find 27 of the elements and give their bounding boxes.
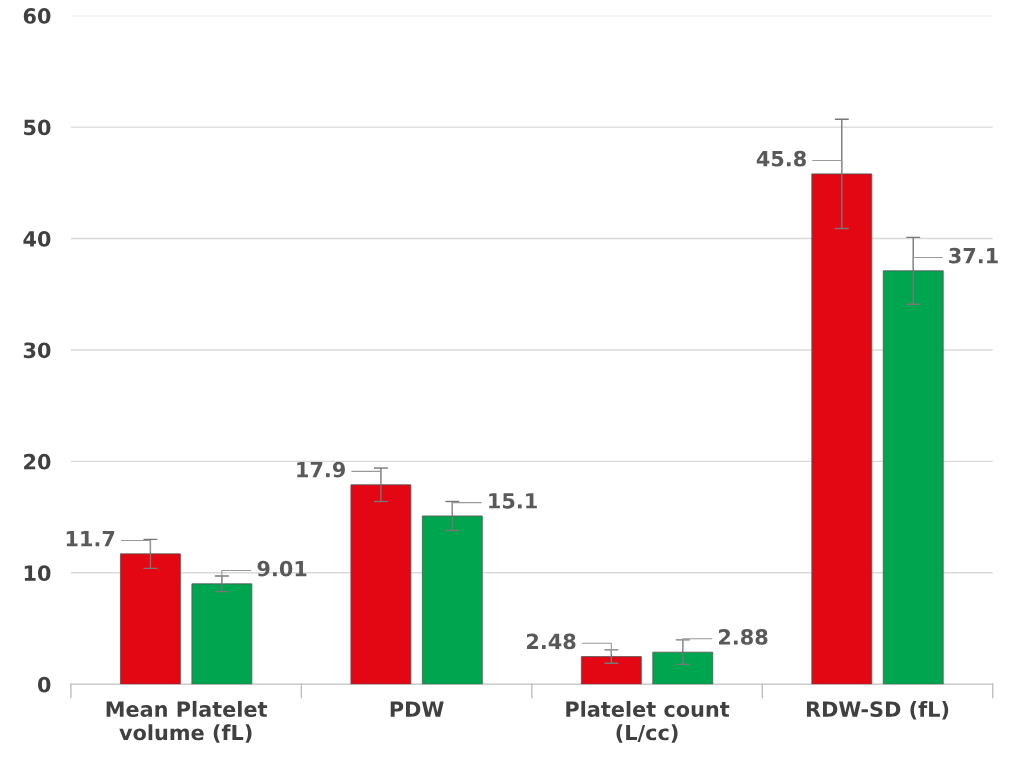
- y-tick-label: 20: [24, 453, 51, 470]
- bar: [652, 651, 714, 685]
- bar: [421, 515, 483, 685]
- y-tick-label: 50: [24, 119, 51, 136]
- bar: [350, 484, 412, 685]
- data-label: 37.1: [949, 247, 998, 264]
- x-tick-label: PDW: [390, 701, 444, 717]
- bar: [811, 173, 873, 685]
- y-tick-label: 0: [37, 676, 51, 693]
- y-tick-label: 60: [23, 8, 51, 24]
- x-tick-label: RDW-SD (fL): [806, 700, 949, 720]
- data-label: 45.8: [756, 150, 806, 167]
- x-tick-label: Platelet count (L/cc): [566, 700, 730, 743]
- data-label: 15.1: [489, 493, 537, 509]
- y-tick-label: 10: [24, 565, 51, 582]
- bar: [120, 553, 181, 685]
- x-tick-label: Mean Platelet volume (fL): [106, 700, 268, 743]
- bar: [191, 583, 253, 685]
- data-label: 2.48: [527, 633, 576, 650]
- data-label: 2.88: [718, 629, 768, 645]
- data-label: 9.01: [257, 560, 307, 577]
- y-tick-label: 30: [23, 342, 51, 359]
- data-label: 11.7: [66, 531, 115, 547]
- bar: [580, 656, 642, 685]
- bar: [882, 270, 944, 685]
- data-label: 17.9: [297, 461, 345, 478]
- y-tick-label: 40: [23, 230, 51, 247]
